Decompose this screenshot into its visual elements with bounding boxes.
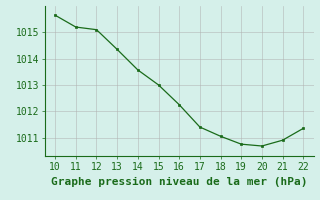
- X-axis label: Graphe pression niveau de la mer (hPa): Graphe pression niveau de la mer (hPa): [51, 177, 308, 187]
